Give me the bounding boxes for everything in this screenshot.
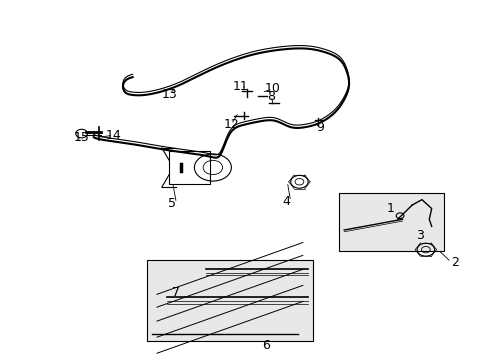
Text: 6: 6 <box>262 338 270 351</box>
Text: 11: 11 <box>232 80 248 93</box>
Text: 13: 13 <box>161 88 177 101</box>
Text: 2: 2 <box>450 256 458 269</box>
Text: 9: 9 <box>315 121 323 134</box>
Text: 1: 1 <box>386 202 393 215</box>
Text: 15: 15 <box>74 131 89 144</box>
Text: 12: 12 <box>223 118 239 131</box>
Text: 8: 8 <box>267 90 275 103</box>
Text: 14: 14 <box>105 129 121 142</box>
Text: 4: 4 <box>282 195 290 208</box>
Bar <box>339 193 443 251</box>
Text: 5: 5 <box>168 197 176 210</box>
Bar <box>147 260 312 341</box>
Text: 3: 3 <box>415 229 423 242</box>
Text: 10: 10 <box>264 82 280 95</box>
Bar <box>169 152 210 184</box>
Text: 7: 7 <box>172 286 180 299</box>
